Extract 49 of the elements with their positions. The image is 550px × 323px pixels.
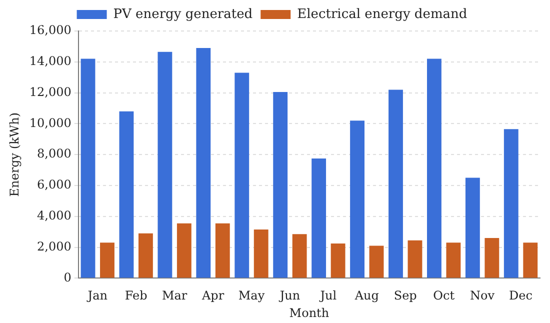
bar — [446, 242, 461, 278]
bar — [523, 242, 538, 278]
bar — [215, 223, 230, 278]
bar — [408, 240, 422, 278]
x-tick-label: Aug — [354, 288, 380, 303]
bar — [138, 233, 153, 278]
bar — [254, 230, 268, 278]
x-tick-label: Apr — [200, 288, 224, 303]
legend-label: Electrical energy demand — [297, 6, 468, 22]
y-tick-label: 16,000 — [29, 23, 72, 38]
bar — [196, 48, 211, 278]
x-tick-label: Dec — [509, 288, 533, 303]
bar — [176, 223, 192, 278]
bar — [388, 90, 403, 278]
bar — [234, 72, 250, 278]
bar — [100, 242, 114, 278]
x-tick-label: Feb — [124, 288, 148, 303]
x-tick-label: Jan — [86, 288, 108, 303]
y-tick-label: 6,000 — [37, 178, 72, 192]
bar — [292, 234, 307, 278]
bar — [465, 178, 480, 278]
x-tick-label: Jun — [278, 288, 300, 303]
bar — [427, 58, 442, 278]
y-tick-label: 10,000 — [29, 116, 72, 130]
x-tick-label: Sep — [394, 288, 418, 303]
bar — [312, 158, 326, 278]
y-tick-label: 4,000 — [37, 208, 72, 223]
y-tick-label: 8,000 — [37, 146, 72, 161]
bar — [119, 111, 134, 278]
x-tick-label: May — [238, 288, 265, 303]
bar — [504, 129, 518, 278]
bar — [369, 246, 384, 278]
x-tick-label: Mar — [162, 288, 188, 303]
y-tick-label: 12,000 — [29, 84, 72, 99]
bar — [330, 243, 346, 278]
bar — [273, 92, 288, 278]
bar — [80, 58, 96, 278]
y-axis-title: Energy (kWh) — [7, 112, 22, 197]
bar — [484, 238, 500, 278]
bar — [158, 52, 172, 278]
x-axis-title: Month — [289, 306, 330, 320]
y-tick-label: 14,000 — [29, 54, 72, 68]
y-tick-label: 2,000 — [37, 239, 72, 254]
y-tick-label: 0 — [64, 270, 72, 284]
x-tick-label: Nov — [470, 288, 495, 303]
bar — [350, 120, 364, 278]
x-tick-label: Jul — [318, 288, 337, 303]
legend-label: PV energy generated — [113, 6, 253, 22]
x-tick-label: Oct — [433, 288, 455, 303]
